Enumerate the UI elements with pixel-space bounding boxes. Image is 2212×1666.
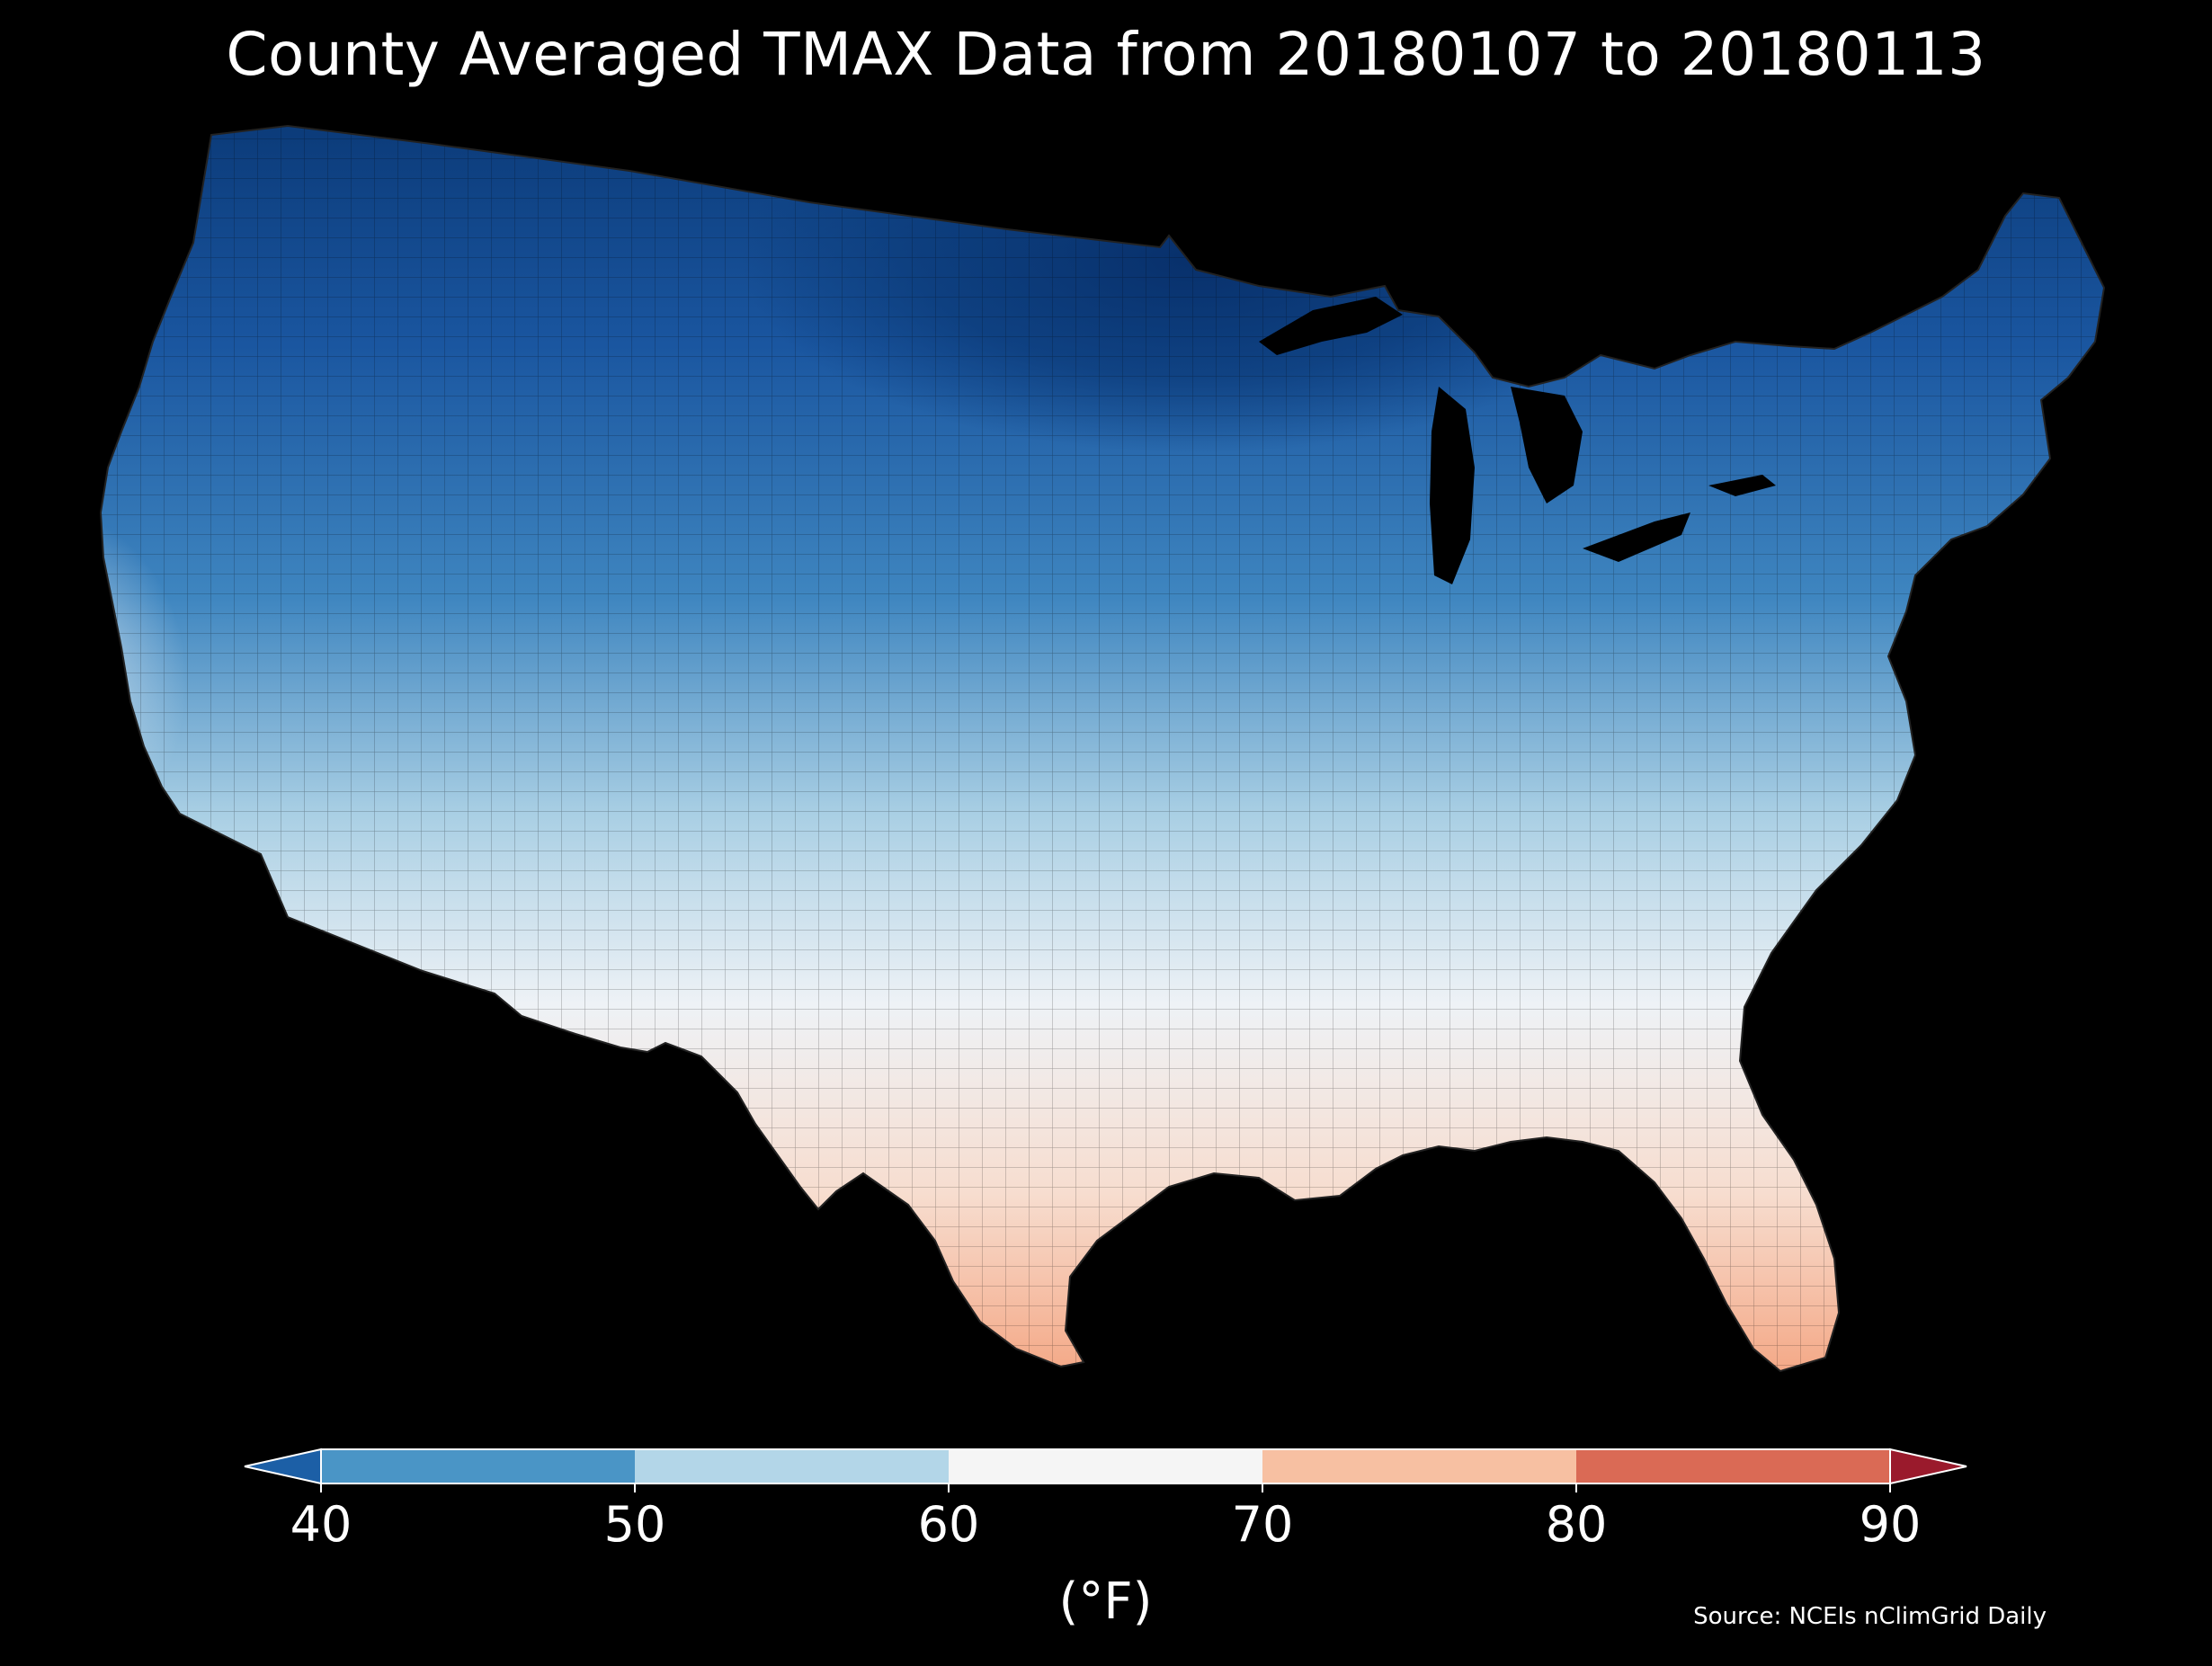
lake-superior xyxy=(1259,297,1403,355)
source-note: Source: NCEIs nClimGrid Daily xyxy=(1693,1603,2047,1630)
colorbar-extend-high xyxy=(1889,1448,1967,1485)
colorbar-bin xyxy=(1262,1449,1576,1483)
colorbar-bin xyxy=(1576,1449,1890,1483)
colorbar-bin xyxy=(949,1449,1262,1483)
lake-michigan xyxy=(1430,387,1475,584)
colorbar-outline xyxy=(320,1448,1891,1484)
colorbar-tick-label: 70 xyxy=(1232,1496,1294,1553)
colorbar-bin xyxy=(321,1449,635,1483)
colorbar-tick-label: 40 xyxy=(290,1496,352,1553)
colorbar-extend-low xyxy=(244,1448,322,1485)
lake-ontario xyxy=(1708,475,1776,496)
colorbar-tick-label: 90 xyxy=(1860,1496,1922,1553)
colorbar-tick-label: 80 xyxy=(1546,1496,1608,1553)
colorbar-bin xyxy=(635,1449,949,1483)
colorbar-tick-label: 60 xyxy=(918,1496,980,1553)
lake-erie xyxy=(1583,512,1690,562)
colorbar-tick-label: 50 xyxy=(604,1496,666,1553)
colorbar-label: (°F) xyxy=(1059,1572,1153,1631)
lake-huron xyxy=(1511,387,1583,503)
map-title: County Averaged TMAX Data from 20180107 … xyxy=(226,20,1986,89)
great-lakes xyxy=(1259,297,1776,584)
